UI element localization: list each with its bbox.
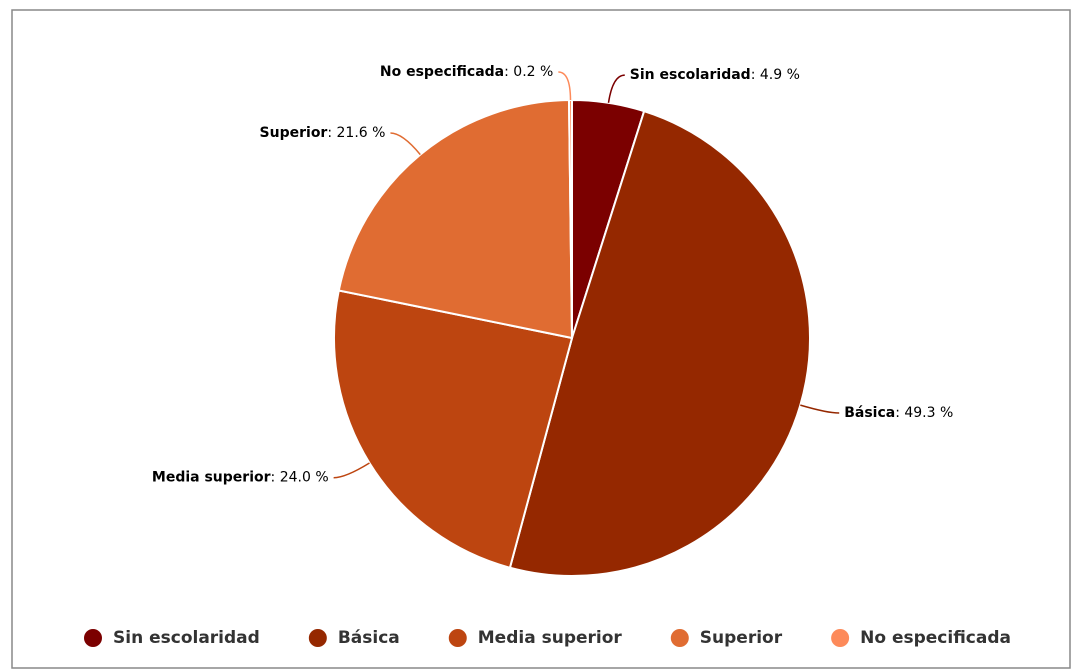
label-value: : 4.9 %	[751, 67, 800, 83]
legend-label: Media superior	[478, 628, 623, 648]
data-label: Sin escolaridad: 4.9 %	[630, 67, 800, 83]
connector	[607, 74, 625, 103]
legend-marker	[670, 629, 689, 647]
legend-marker	[308, 629, 327, 647]
legend-label: Superior	[700, 628, 783, 648]
data-label: Superior: 21.6 %	[260, 125, 386, 141]
label-name: Superior	[260, 125, 328, 141]
connector	[333, 462, 370, 479]
label-value: : 0.2 %	[504, 64, 553, 80]
label-name: Sin escolaridad	[630, 67, 751, 83]
data-label: Media superior: 24.0 %	[152, 470, 329, 486]
pie-slice	[567, 98, 573, 339]
connector	[390, 132, 421, 156]
label-value: : 24.0 %	[271, 470, 329, 486]
label-name: Básica	[844, 405, 895, 421]
label-name: No especificada	[380, 64, 504, 80]
legend-label: Básica	[338, 628, 400, 648]
legend-label: No especificada	[860, 628, 1011, 648]
legend-marker	[84, 629, 102, 647]
legend-label: Sin escolaridad	[113, 628, 260, 648]
label-value: : 49.3 %	[895, 405, 953, 421]
data-label: No especificada: 0.2 %	[380, 64, 553, 80]
legend-marker	[831, 629, 850, 647]
label-name: Media superior	[152, 470, 271, 486]
connector	[800, 404, 840, 414]
pie-slice	[508, 109, 811, 577]
label-value: : 21.6 %	[327, 125, 385, 141]
connector	[558, 71, 572, 101]
data-label: Básica: 49.3 %	[844, 405, 953, 421]
legend-marker	[448, 629, 467, 647]
